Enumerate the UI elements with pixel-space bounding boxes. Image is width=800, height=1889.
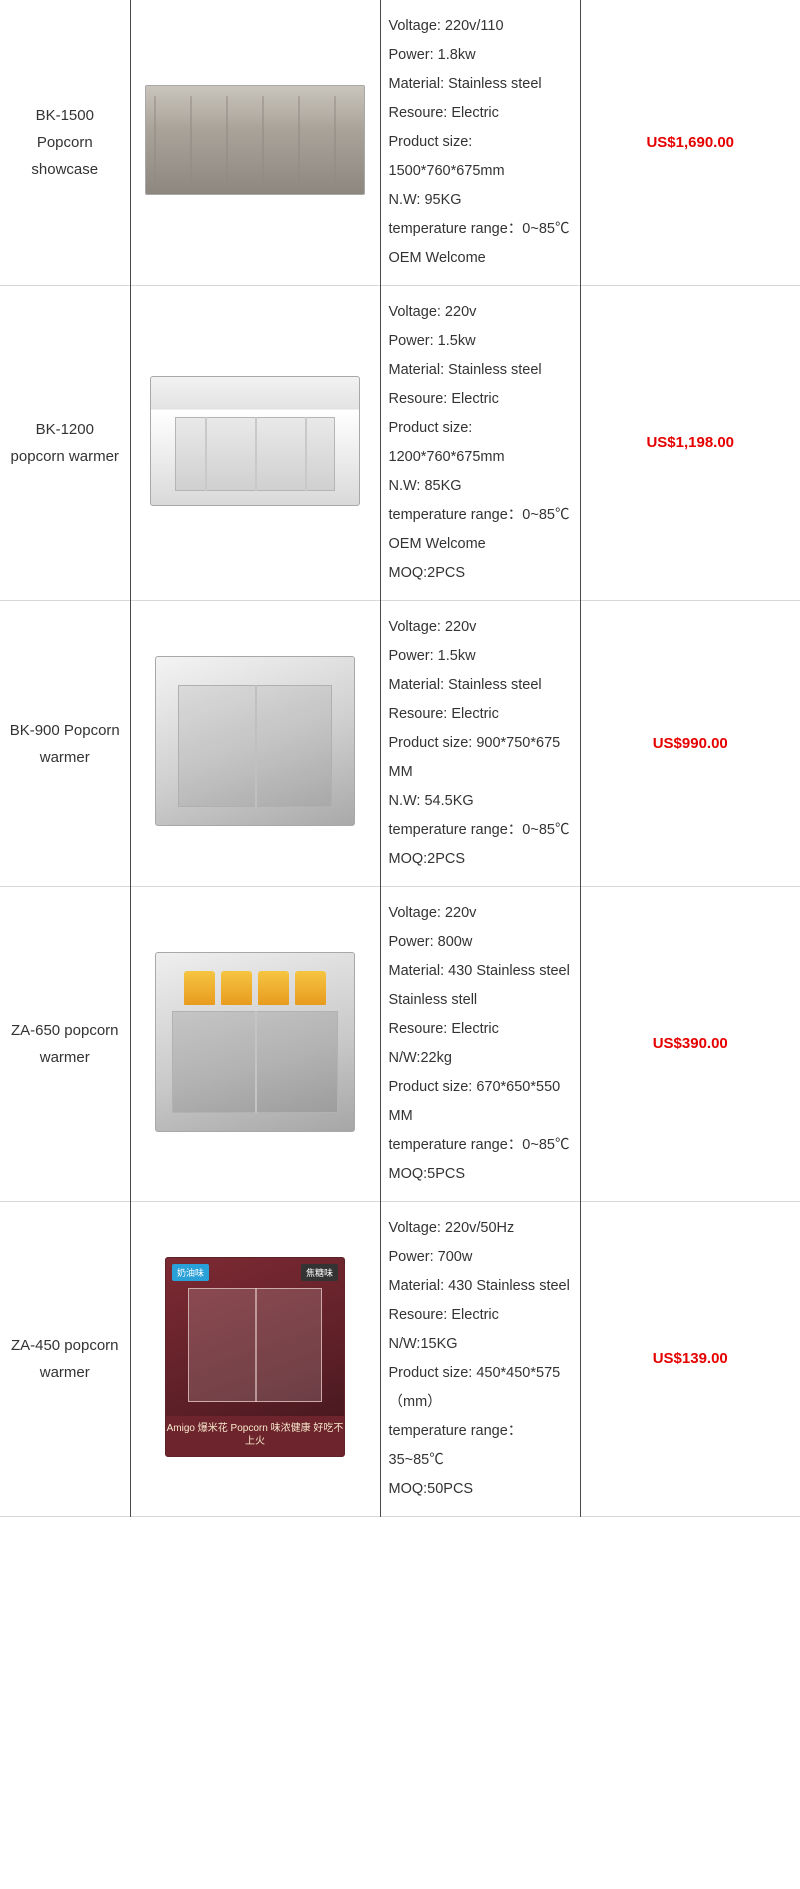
spec-line: N.W: 54.5KG <box>389 787 572 816</box>
spec-line: Product size: 1200*760*675mm <box>389 414 572 472</box>
spec-line: Power: 1.5kw <box>389 642 572 671</box>
table-row: ZA-450 popcorn warmer 奶油味 焦糖味 Amigo 爆米花 Pop… <box>0 1202 800 1517</box>
product-specs-cell: Voltage: 220vPower: 1.5kwMaterial: Stain… <box>380 601 580 887</box>
product-image <box>150 376 360 506</box>
product-image <box>145 85 365 195</box>
spec-line: Resoure: Electric <box>389 700 572 729</box>
spec-line: MOQ:2PCS <box>389 559 572 588</box>
product-image: 奶油味 焦糖味 Amigo 爆米花 Popcorn 味浓健康 好吃不上火 <box>165 1257 345 1457</box>
table-row: BK-900 Popcorn warmer Voltage: 220vPower:… <box>0 601 800 887</box>
product-name-cell: BK-1200 popcorn warmer <box>0 286 130 601</box>
spec-line: OEM Welcome <box>389 530 572 559</box>
product-price-cell: US$1,690.00 <box>580 0 800 286</box>
product-image <box>155 656 355 826</box>
product-specs-cell: Voltage: 220v/110Power: 1.8kwMaterial: S… <box>380 0 580 286</box>
product-table: BK-1500 Popcorn showcase Voltage: 220v/11… <box>0 0 800 1517</box>
spec-line: N.W: 95KG <box>389 186 572 215</box>
spec-line: N/W:15KG <box>389 1330 572 1359</box>
spec-line: Power: 1.8kw <box>389 41 572 70</box>
spec-line: MOQ:5PCS <box>389 1160 572 1189</box>
spec-line: OEM Welcome <box>389 244 572 273</box>
product-price-cell: US$1,198.00 <box>580 286 800 601</box>
spec-line: temperature range：35~85℃ <box>389 1417 572 1475</box>
product-name-cell: ZA-450 popcorn warmer <box>0 1202 130 1517</box>
spec-line: Voltage: 220v <box>389 613 572 642</box>
table-row: BK-1200 popcorn warmer Voltage: 220vPower… <box>0 286 800 601</box>
spec-line: Resoure: Electric <box>389 99 572 128</box>
spec-line: temperature range：0~85℃ <box>389 501 572 530</box>
product-table-body: BK-1500 Popcorn showcase Voltage: 220v/11… <box>0 0 800 1517</box>
product-image <box>155 952 355 1132</box>
spec-line: Material: Stainless steel <box>389 356 572 385</box>
flavor-tag-left: 奶油味 <box>172 1264 209 1281</box>
spec-line: Product size: 900*750*675 MM <box>389 729 572 787</box>
spec-line: N/W:22kg <box>389 1044 572 1073</box>
spec-line: Power: 700w <box>389 1243 572 1272</box>
spec-line: Voltage: 220v <box>389 899 572 928</box>
spec-line: Material: 430 Stainless steel <box>389 1272 572 1301</box>
product-specs-cell: Voltage: 220vPower: 800wMaterial: 430 St… <box>380 887 580 1202</box>
product-image-cell <box>130 286 380 601</box>
spec-line: temperature range：0~85℃ <box>389 816 572 845</box>
spec-line: Material: Stainless steel <box>389 70 572 99</box>
table-row: ZA-650 popcorn warmer Voltage: 220vPower:… <box>0 887 800 1202</box>
spec-line: Resoure: Electric <box>389 1015 572 1044</box>
spec-line: Power: 800w <box>389 928 572 957</box>
spec-line: N.W: 85KG <box>389 472 572 501</box>
product-image-cell <box>130 0 380 286</box>
product-image-cell <box>130 887 380 1202</box>
product-name-cell: BK-1500 Popcorn showcase <box>0 0 130 286</box>
spec-line: Resoure: Electric <box>389 385 572 414</box>
spec-line: temperature range：0~85℃ <box>389 215 572 244</box>
spec-line: Material: 430 Stainless steel <box>389 957 572 986</box>
product-name-cell: ZA-650 popcorn warmer <box>0 887 130 1202</box>
spec-line: MOQ:50PCS <box>389 1475 572 1504</box>
popcorn-cups-icon <box>184 971 326 1005</box>
spec-line: MOQ:2PCS <box>389 845 572 874</box>
product-specs-cell: Voltage: 220v/50HzPower: 700wMaterial: 4… <box>380 1202 580 1517</box>
flavor-tag-right: 焦糖味 <box>301 1264 338 1281</box>
spec-line: Stainless stell <box>389 986 572 1015</box>
spec-line: Voltage: 220v <box>389 298 572 327</box>
product-price-cell: US$390.00 <box>580 887 800 1202</box>
box-label: Amigo 爆米花 Popcorn 味浓健康 好吃不上火 <box>166 1416 344 1456</box>
spec-line: Voltage: 220v/50Hz <box>389 1214 572 1243</box>
spec-line: Product size: 1500*760*675mm <box>389 128 572 186</box>
spec-line: Product size: 450*450*575（mm） <box>389 1359 572 1417</box>
spec-line: Material: Stainless steel <box>389 671 572 700</box>
spec-line: temperature range：0~85℃ <box>389 1131 572 1160</box>
product-image-cell <box>130 601 380 887</box>
spec-line: Power: 1.5kw <box>389 327 572 356</box>
product-image-cell: 奶油味 焦糖味 Amigo 爆米花 Popcorn 味浓健康 好吃不上火 <box>130 1202 380 1517</box>
product-price-cell: US$139.00 <box>580 1202 800 1517</box>
spec-line: Product size: 670*650*550 MM <box>389 1073 572 1131</box>
spec-line: Voltage: 220v/110 <box>389 12 572 41</box>
product-name-cell: BK-900 Popcorn warmer <box>0 601 130 887</box>
spec-line: Resoure: Electric <box>389 1301 572 1330</box>
table-row: BK-1500 Popcorn showcase Voltage: 220v/11… <box>0 0 800 286</box>
product-price-cell: US$990.00 <box>580 601 800 887</box>
product-specs-cell: Voltage: 220vPower: 1.5kwMaterial: Stain… <box>380 286 580 601</box>
